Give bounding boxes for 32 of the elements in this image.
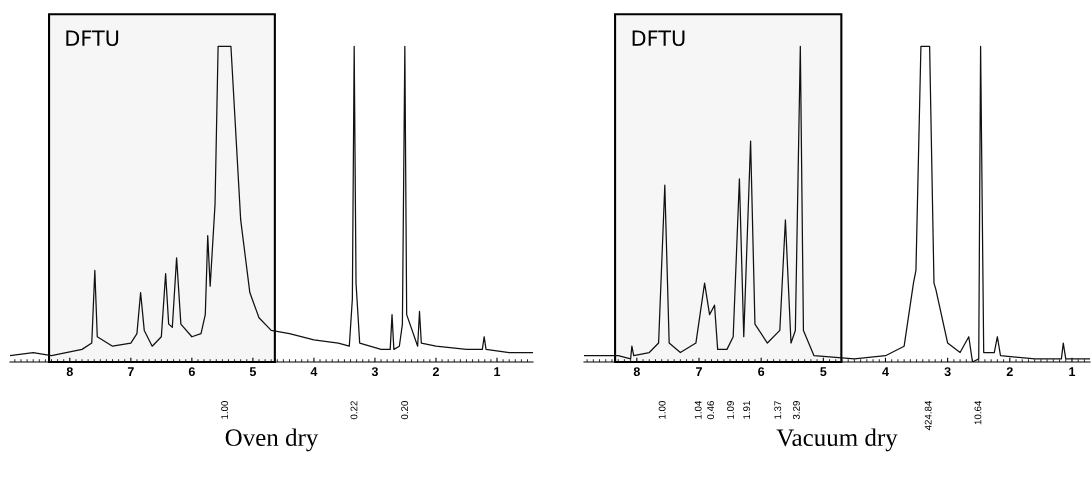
text: 1.00 <box>658 401 666 419</box>
x-tick-label: 8 <box>633 367 640 377</box>
x-tick-label: 5 <box>249 367 257 377</box>
x-tick-label: 7 <box>696 367 702 376</box>
x-tick-label: 3 <box>371 367 378 377</box>
x-tick-label: 3 <box>944 367 951 377</box>
text: 1.91 <box>743 401 751 419</box>
x-tick-label: 8 <box>66 367 73 377</box>
text: 1.37 <box>774 401 782 419</box>
x-tick-label: 4 <box>310 367 318 376</box>
x-tick-label: 1 <box>1069 367 1076 376</box>
x-tick-label: 2 <box>1006 367 1013 376</box>
x-tick-label: 2 <box>432 367 439 376</box>
x-axis-title: Vacuum dry <box>776 428 898 452</box>
text: 1.00 <box>221 401 229 419</box>
x-tick-label: 6 <box>188 367 195 377</box>
x-tick-label: 6 <box>758 367 765 377</box>
text: 10.64 <box>974 400 982 425</box>
x-tick-label: 4 <box>882 367 889 376</box>
band-label: DFTU <box>632 30 685 47</box>
text: 424.84 <box>924 400 932 431</box>
band-label: DFTU <box>66 30 119 47</box>
x-tick-label: 1 <box>494 367 501 376</box>
x-tick-label: 7 <box>127 367 134 376</box>
text: 0.46 <box>707 401 715 420</box>
text: 0.22 <box>350 401 358 420</box>
x-tick-label: 5 <box>820 367 827 377</box>
text: 1.09 <box>727 401 734 419</box>
text: 1.04 <box>694 400 702 419</box>
text: 3.29 <box>792 401 800 420</box>
x-axis-title: Oven dry <box>225 428 319 452</box>
text: 0.20 <box>401 401 409 420</box>
